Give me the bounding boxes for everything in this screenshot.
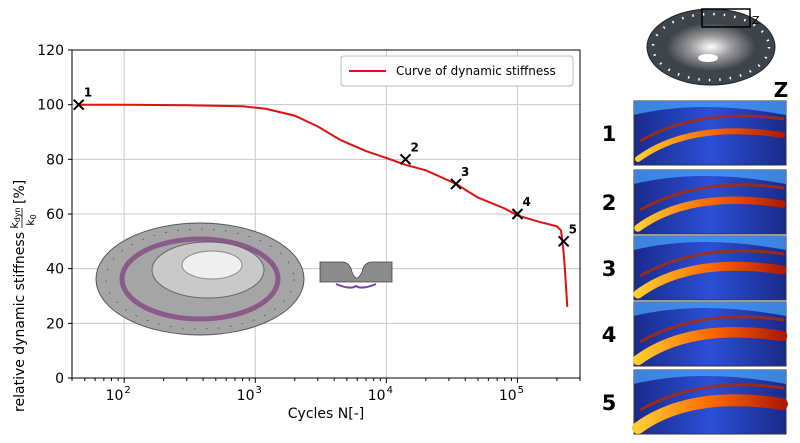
thermal-panel-3: 3 [602,235,787,301]
thermal-edge-band [639,383,785,412]
thermal-panel-4: 4 [602,301,788,367]
cross-section-shape [319,261,393,283]
marker-label: 1 [84,86,92,100]
thermal-hot-band [635,128,785,162]
thermal-hot-band [633,261,787,299]
thermal-hot-band [632,394,788,434]
thermal-bg [634,302,786,316]
panel-label: 4 [602,323,617,347]
thermal-bg [634,236,786,250]
marker-x [450,178,462,190]
gasket-bolt-holes [105,228,295,330]
thermal-edge-band [639,183,785,212]
marker-x [511,208,524,220]
thermal-bg [634,170,786,184]
ratio-num: k [8,222,21,229]
panel-label: 3 [602,257,617,281]
y-tick-label: 80 [46,152,64,168]
marker-label: 3 [461,165,469,179]
thermal-bg [634,370,786,384]
marker-label: 5 [569,222,577,236]
y-tick-label: 0 [55,371,64,387]
disk-bolt-holes [651,12,771,82]
disk-center-hole [698,54,718,62]
panel-label: 5 [602,391,617,415]
stiffness-marker-1: 1 [72,86,92,111]
stiffness-marker-3: 3 [450,165,469,190]
legend: Curve of dynamic stiffness [340,55,574,87]
stiffness-marker-4: 4 [511,195,531,220]
x-tick-exponent: 5 [518,385,524,396]
cross-section-seal [335,283,377,289]
thermal-edge-band [639,249,785,278]
y-axis-ratio-num: kdyn [8,207,22,228]
legend-label: Curve of dynamic stiffness [396,64,556,78]
markers-layer: 1 2 3 4 5 [72,86,577,248]
stiffness-marker-2: 2 [399,140,419,166]
thermal-edge-band [639,315,785,344]
y-tick-label: 20 [46,316,64,332]
thermal-hot-band [632,327,788,366]
x-tick-exponent: 3 [255,385,261,396]
y-axis-ratio-den: k0 [24,214,38,225]
marker-label: 2 [411,140,419,154]
thermal-panel-2: 2 [602,169,787,235]
y-axis-title: relative dynamic stiffness kdyn k0 [%] [8,180,38,412]
thermal-panels: 1 2 3 4 5 [602,100,788,435]
y-tick-label: 40 [46,262,64,278]
x-tick-label: 103 [237,385,262,404]
ratio-den: k [24,219,37,226]
marker-x [72,98,85,111]
top-disk-illustration: Z [646,8,776,86]
ratio-den-sub: 0 [29,214,38,219]
marker-label: 4 [522,195,530,209]
disk-inner [665,22,757,72]
thermal-bg [634,101,786,115]
x-tick-label: 104 [368,385,393,404]
zoom-title: Z [774,78,789,102]
y-tick-label: 60 [46,207,64,223]
gasket-center [181,250,243,280]
ratio-num-sub: dyn [13,207,22,222]
x-axis-title: Cycles N[-] [288,406,364,422]
zoom-box [701,8,751,28]
thermal-edge-band [639,114,785,143]
y-tick-labels: 0 20 40 60 80 100 120 [37,43,72,387]
y-tick-label: 100 [37,98,64,114]
thermal-panel-1: 1 [602,100,787,166]
gasket-seal-ring [119,236,281,322]
thermal-panel-5: 5 [602,369,788,435]
y-axis-title-text: relative dynamic stiffness [12,232,28,412]
x-tick-exponent: 4 [387,385,393,396]
x-tick-label: 102 [106,385,131,404]
panel-label: 2 [602,191,617,215]
legend-box [340,55,574,87]
y-axis-unit: [%] [12,180,28,204]
gasket-cross-section [319,261,393,289]
zoom-box-label: Z [752,14,760,27]
marker-x [557,235,570,248]
x-tick-label: 105 [499,385,524,404]
grid [72,49,580,379]
x-tick-exponent: 2 [124,385,130,396]
thermal-hot-band [634,196,786,232]
y-tick-label: 120 [37,43,64,59]
marker-x [399,153,412,166]
stiffness-marker-5: 5 [557,222,577,248]
gasket-illustration [95,222,305,336]
panel-label: 1 [602,122,617,146]
x-tick-labels: 102 103 104 105 [71,378,581,404]
